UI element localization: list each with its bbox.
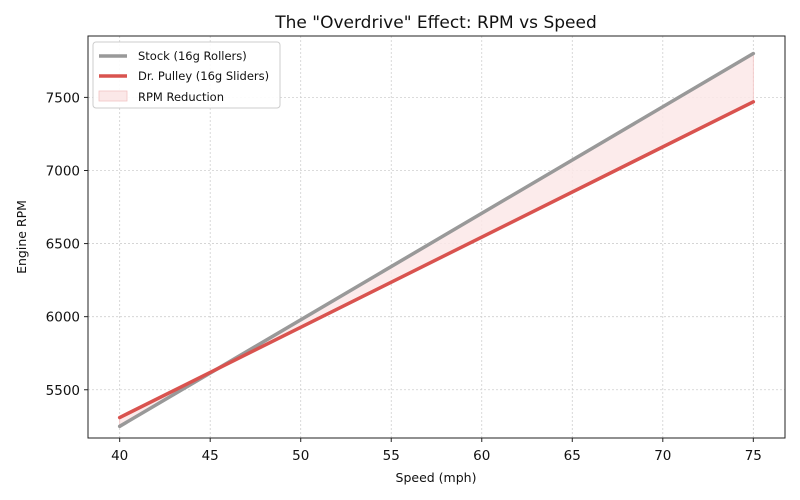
series-lines — [117, 51, 756, 429]
x-tick-label: 75 — [745, 448, 762, 464]
x-tick-label: 40 — [111, 448, 128, 464]
x-tick-label: 65 — [564, 448, 581, 464]
legend-swatch-rpm-reduction — [98, 90, 128, 102]
legend-label-dr-pulley: Dr. Pulley (16g Sliders) — [138, 69, 269, 83]
y-tick-label: 5500 — [46, 383, 80, 399]
x-tick-label: 50 — [292, 448, 309, 464]
y-axis-label: Engine RPM — [14, 200, 29, 274]
chart-title: The "Overdrive" Effect: RPM vs Speed — [274, 13, 596, 33]
legend-label-rpm-reduction: RPM Reduction — [138, 90, 224, 104]
x-tick-label: 55 — [383, 448, 400, 464]
legend: Stock (16g Rollers) Dr. Pulley (16g Slid… — [92, 41, 281, 109]
x-tick-label: 60 — [473, 448, 490, 464]
dr-pulley-line — [117, 100, 756, 420]
y-tick-label: 7500 — [46, 90, 80, 106]
axis-ticks: 40 45 50 55 60 65 70 75 5500 6000 6500 7000 7500 — [46, 90, 762, 464]
y-tick-label: 6000 — [46, 310, 80, 326]
y-tick-label: 6500 — [46, 237, 80, 253]
y-tick-label: 7000 — [46, 163, 80, 179]
x-tick-label: 70 — [654, 448, 671, 464]
x-tick-label: 45 — [202, 448, 219, 464]
legend-box — [92, 41, 281, 109]
plot-frame — [87, 35, 786, 439]
x-axis-label: Speed (mph) — [396, 470, 477, 485]
legend-label-stock: Stock (16g Rollers) — [138, 49, 247, 63]
